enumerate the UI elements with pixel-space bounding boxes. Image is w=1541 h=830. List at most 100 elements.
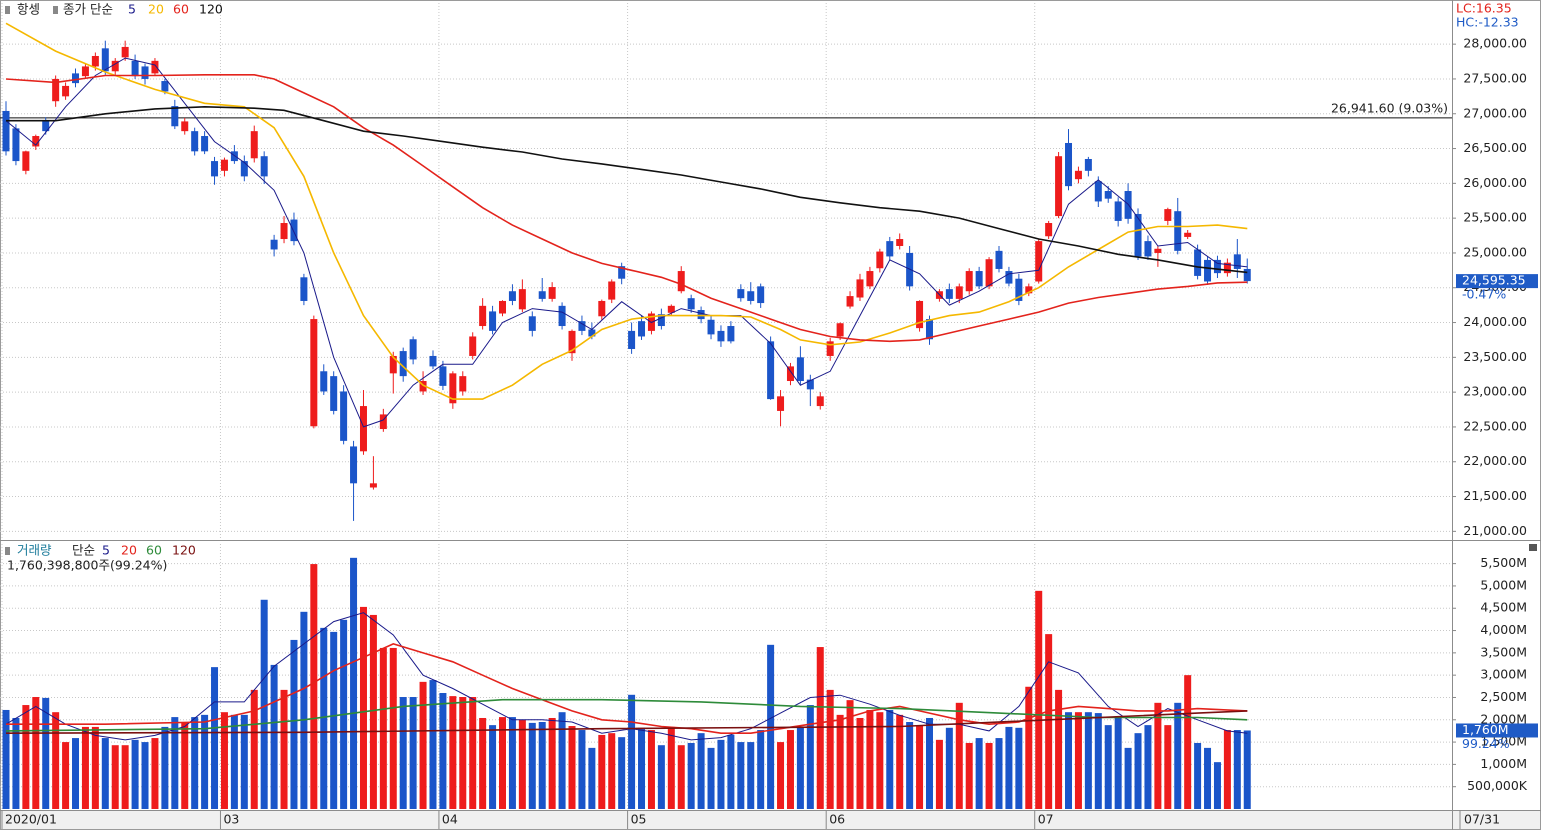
- volume-bar: [191, 717, 199, 809]
- volume-bar: [469, 697, 477, 809]
- candle-body: [429, 355, 437, 367]
- corner-label: LC:16.35: [1456, 1, 1512, 16]
- panel-button[interactable]: [1529, 544, 1537, 551]
- y-tick-label: 23,500.00: [1463, 349, 1527, 364]
- volume-bar: [608, 733, 616, 809]
- legend-ma: 120: [172, 543, 196, 558]
- volume-bar: [747, 742, 755, 809]
- volume-bar: [657, 745, 665, 809]
- candle-body: [1005, 271, 1013, 284]
- candle-body: [1154, 248, 1162, 253]
- y-tick-label: 23,000.00: [1463, 384, 1527, 399]
- y-tick-label: 21,000.00: [1463, 523, 1527, 538]
- axis-corner: [1452, 810, 1540, 829]
- candle-body: [91, 55, 99, 67]
- volume-bar: [1124, 747, 1132, 809]
- candle-body: [717, 330, 725, 342]
- last-value-box: [1456, 723, 1538, 738]
- y-tick-label: 1,000M: [1480, 756, 1527, 771]
- volume-bar: [399, 697, 407, 809]
- volume-bar: [1243, 730, 1251, 809]
- volume-bar: [1084, 712, 1092, 809]
- y-tick-label: 4,000M: [1480, 622, 1527, 637]
- volume-bar: [459, 697, 467, 809]
- candle-body: [1065, 142, 1073, 187]
- volume-bar: [81, 726, 89, 809]
- candle-body: [608, 281, 616, 300]
- candle-body: [836, 323, 844, 337]
- volume-bar: [419, 681, 427, 809]
- candle-body: [141, 66, 149, 79]
- candle-body: [1243, 268, 1251, 282]
- candle-body: [1213, 259, 1221, 274]
- volume-bar: [916, 725, 924, 809]
- volume-bar: [12, 717, 20, 809]
- volume-bar: [1213, 762, 1221, 809]
- volume-bar: [171, 717, 179, 809]
- reference-label: 26,941.60 (9.03%): [1331, 100, 1448, 115]
- candle-body: [816, 396, 824, 407]
- y-tick-label: 26,000.00: [1463, 175, 1527, 190]
- last-change: -0.47%: [1462, 287, 1506, 302]
- candle-body: [945, 289, 953, 299]
- volume-bar: [717, 739, 725, 809]
- volume-bar: [558, 712, 566, 809]
- volume-bar: [876, 712, 884, 809]
- volume-bar: [359, 606, 367, 809]
- volume-bar: [1015, 727, 1023, 809]
- candle-body: [1174, 211, 1182, 251]
- volume-bar: [250, 689, 258, 809]
- volume-bar: [538, 722, 546, 809]
- volume-bar: [806, 705, 814, 809]
- candle-body: [479, 305, 487, 327]
- volume-bar: [449, 696, 457, 809]
- volume-bar: [737, 742, 745, 809]
- volume-bar: [638, 727, 646, 809]
- candle-body: [131, 60, 139, 77]
- legend-ma: 5: [102, 543, 110, 558]
- x-tick-label: 03: [223, 812, 239, 827]
- candle-body: [866, 271, 874, 287]
- candle-body: [618, 266, 626, 279]
- volume-bar: [350, 557, 358, 809]
- volume-bar: [409, 697, 417, 809]
- candle-body: [528, 316, 536, 331]
- volume-bar: [270, 664, 278, 809]
- candle-body: [22, 151, 30, 171]
- volume-bar: [796, 727, 804, 809]
- candle-body: [161, 81, 169, 92]
- corner-label: HC:-12.33: [1456, 15, 1519, 30]
- x-tick-label: 07: [1038, 812, 1054, 827]
- volume-bar: [91, 726, 99, 809]
- candle-body: [1055, 156, 1063, 217]
- volume-bar: [1184, 675, 1192, 809]
- candle-body: [62, 85, 70, 97]
- y-tick-label: 22,000.00: [1463, 453, 1527, 468]
- legend-ma: 20: [121, 543, 137, 558]
- volume-bar: [647, 730, 655, 809]
- candle-body: [270, 239, 278, 250]
- volume-bar: [1065, 712, 1073, 809]
- volume-bar: [1134, 733, 1142, 809]
- volume-bar: [141, 742, 149, 809]
- volume-bar: [429, 680, 437, 809]
- candle-body: [518, 289, 526, 310]
- volume-bar: [1194, 742, 1202, 809]
- y-tick-label: 2,000M: [1480, 711, 1527, 726]
- volume-plot: [0, 543, 1452, 810]
- candle-body: [757, 286, 765, 304]
- candle-body: [72, 73, 80, 84]
- candle-body: [796, 357, 804, 382]
- candle-body: [965, 271, 973, 292]
- volume-bar: [508, 717, 516, 809]
- last-value: 24,595.35: [1462, 273, 1526, 288]
- volume-bar: [131, 739, 139, 809]
- candle-body: [578, 321, 586, 331]
- volume-bar: [300, 611, 308, 809]
- volume-bar: [886, 709, 894, 809]
- volume-bar: [856, 717, 864, 809]
- candle-body: [211, 161, 219, 177]
- candle-body: [250, 131, 258, 159]
